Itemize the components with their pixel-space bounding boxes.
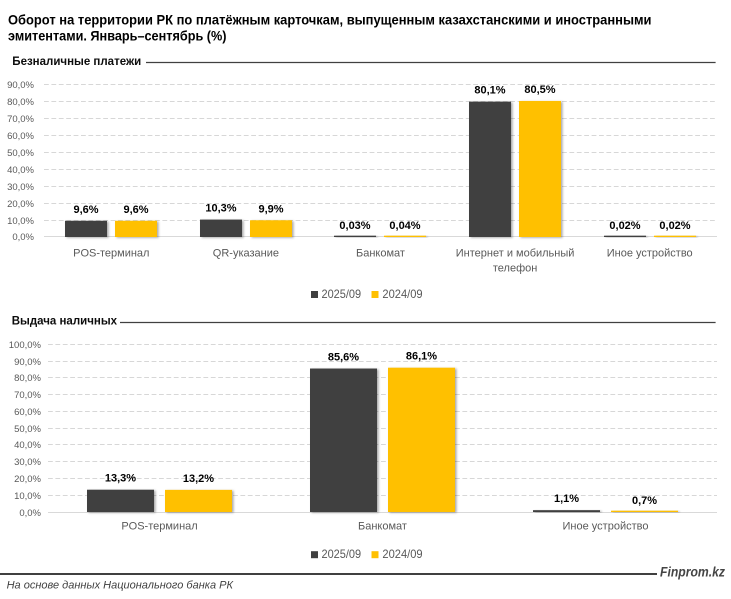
- svg-text:0,0%: 0,0%: [12, 232, 34, 243]
- svg-text:20,0%: 20,0%: [7, 199, 34, 210]
- svg-text:2024/09: 2024/09: [382, 547, 422, 561]
- svg-text:2024/09: 2024/09: [382, 287, 422, 301]
- svg-text:10,0%: 10,0%: [14, 491, 41, 502]
- svg-text:9,6%: 9,6%: [123, 204, 148, 216]
- svg-text:POS-терминал: POS-терминал: [121, 521, 197, 533]
- svg-text:2025/09: 2025/09: [322, 547, 362, 561]
- svg-text:80,0%: 80,0%: [14, 373, 41, 384]
- svg-text:50,0%: 50,0%: [7, 148, 34, 159]
- svg-text:Банкомат: Банкомат: [356, 247, 405, 259]
- svg-text:0,0%: 0,0%: [19, 508, 41, 519]
- svg-text:80,1%: 80,1%: [474, 85, 505, 97]
- svg-text:30,0%: 30,0%: [7, 182, 34, 193]
- svg-text:0,02%: 0,02%: [659, 220, 690, 232]
- svg-text:13,2%: 13,2%: [183, 473, 214, 485]
- svg-text:10,3%: 10,3%: [205, 203, 236, 215]
- svg-text:9,6%: 9,6%: [73, 204, 98, 216]
- svg-text:100,0%: 100,0%: [9, 340, 42, 351]
- svg-text:2025/09: 2025/09: [322, 287, 362, 301]
- svg-text:80,5%: 80,5%: [524, 84, 555, 96]
- svg-text:85,6%: 85,6%: [328, 352, 359, 364]
- svg-text:80,0%: 80,0%: [7, 97, 34, 108]
- svg-text:Безналичные платежи: Безналичные платежи: [12, 56, 141, 68]
- svg-text:телефон: телефон: [493, 263, 537, 275]
- svg-text:Иное устройство: Иное устройство: [563, 521, 649, 533]
- svg-text:QR-указание: QR-указание: [213, 247, 279, 259]
- svg-text:0,02%: 0,02%: [609, 220, 640, 232]
- svg-text:20,0%: 20,0%: [14, 474, 41, 485]
- svg-text:Интернет и мобильный: Интернет и мобильный: [456, 247, 575, 259]
- svg-text:60,0%: 60,0%: [14, 407, 41, 418]
- svg-text:Банкомат: Банкомат: [358, 521, 407, 533]
- svg-text:Оборот на территории РК по пла: Оборот на территории РК по платёжным кар…: [8, 11, 652, 27]
- svg-text:70,0%: 70,0%: [7, 114, 34, 125]
- svg-text:0,7%: 0,7%: [632, 495, 657, 507]
- svg-text:POS-терминал: POS-терминал: [73, 247, 149, 259]
- svg-text:70,0%: 70,0%: [14, 390, 41, 401]
- svg-text:0,04%: 0,04%: [389, 220, 420, 232]
- svg-text:40,0%: 40,0%: [14, 440, 41, 451]
- svg-text:90,0%: 90,0%: [14, 357, 41, 368]
- svg-text:86,1%: 86,1%: [406, 351, 437, 363]
- svg-text:10,0%: 10,0%: [7, 216, 34, 227]
- svg-text:40,0%: 40,0%: [7, 165, 34, 176]
- svg-text:На основе данных Национального: На основе данных Национального банка РК: [7, 579, 234, 591]
- svg-text:50,0%: 50,0%: [14, 424, 41, 435]
- svg-text:0,03%: 0,03%: [339, 220, 370, 232]
- svg-text:13,3%: 13,3%: [105, 473, 136, 485]
- svg-text:Иное устройство: Иное устройство: [607, 247, 693, 259]
- svg-text:1,1%: 1,1%: [554, 493, 579, 505]
- svg-text:Finprom.kz: Finprom.kz: [660, 565, 725, 580]
- svg-text:30,0%: 30,0%: [14, 457, 41, 468]
- svg-text:90,0%: 90,0%: [7, 80, 34, 91]
- svg-text:Выдача наличных: Выдача наличных: [12, 316, 118, 328]
- svg-text:эмитентами. Январь–сентябрь (%: эмитентами. Январь–сентябрь (%): [8, 27, 227, 43]
- svg-text:60,0%: 60,0%: [7, 131, 34, 142]
- svg-text:9,9%: 9,9%: [258, 203, 283, 215]
